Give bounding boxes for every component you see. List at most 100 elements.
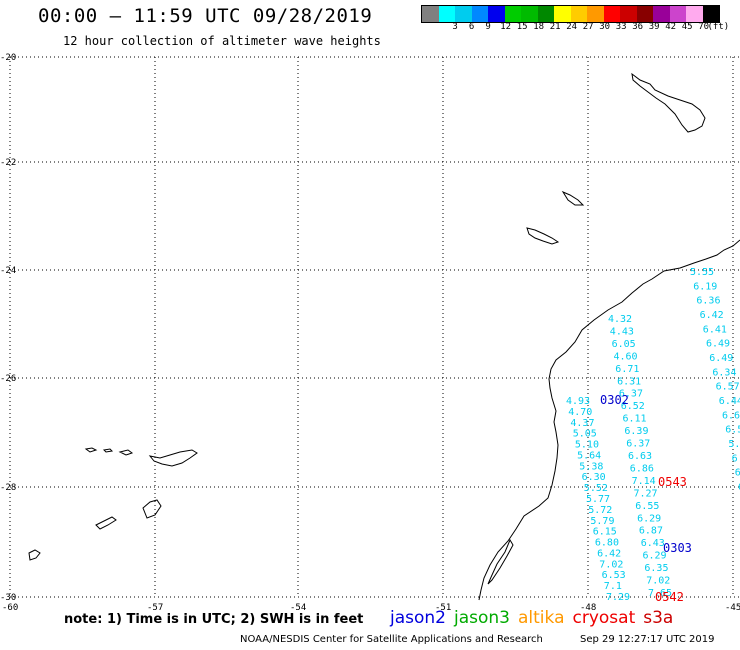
scale-swatch [504,6,521,22]
track-c-value: 5.10 [575,440,599,451]
lat-label: -24 [0,266,16,276]
track-a-value: 6. [732,453,740,464]
track-c-value: 4.93 [566,396,590,407]
lon-label: -57 [147,603,163,613]
track-a-value: 6. [738,482,740,493]
lagoon-patos [487,538,514,585]
lat-label: -20 [0,53,16,63]
track-c-value: 6.42 [597,548,621,559]
scale-label: 9 [485,22,491,32]
track-a-value: 6.49 [706,339,730,350]
scale-swatch [554,6,571,22]
pass-labels: 0302 0543 0303 0542 [600,393,692,604]
track-b-value: 6.35 [644,563,668,574]
track-c-value: 5.77 [586,494,610,505]
credit-text: NOAA/NESDIS Center for Satellite Applica… [240,634,543,645]
track-b-value: 7.27 [634,488,658,499]
track-b-value: 6.29 [643,551,667,562]
track-b-value: 7.14 [632,476,656,487]
scale-label: 36 [632,22,644,32]
track-b-value: 4.43 [610,327,634,338]
scale-label: 24 [566,22,578,32]
lon-label: -54 [290,603,306,613]
scale-label: 3 [452,22,458,32]
track-b-value: 6.05 [612,339,636,350]
generation-timestamp: Sep 29 12:27:17 UTC 2019 [580,634,715,645]
track-a-value: 6.19 [693,281,717,292]
track-b-value: 6.11 [623,414,647,425]
satellite-legend-cryosat: cryosat [572,608,636,628]
scale-label: 33 [615,22,627,32]
track-a-value: 6.36 [696,296,720,307]
satellite-legend-altika: altika [518,608,565,628]
scale-label: 15 [516,22,528,32]
track-a-value: 6. [735,468,740,479]
scale-label: 21 [549,22,561,32]
track-b-value: 6.55 [635,501,659,512]
island-trindade [631,72,706,133]
islands-west-3 [95,516,117,530]
track-a-value: 6.55 [725,425,740,436]
scale-label: 70 [698,22,710,32]
track-a-value: 6.64 [722,410,740,421]
scale-swatch [702,6,719,22]
satellite-legend-jason3: jason3 [454,608,510,628]
track-b-value: 6.37 [619,389,643,400]
map-title: 00:00 – 11:59 UTC 09/28/2019 [38,5,373,27]
lon-label: -45 [725,603,740,613]
axis-labels: -20 -22 -24 -26 -28 -60 -57 -54 -51 -48 -45 -30 [0,53,740,613]
scale-swatch [669,6,686,22]
color-scale-bar [421,5,720,23]
pass-time-label: 0543 [658,475,687,489]
lat-label: -26 [0,374,16,384]
scale-swatch [438,6,455,22]
track-a-value: 6.42 [700,310,724,321]
lat-label: -28 [0,483,16,493]
track-c-value: 5.64 [577,450,601,461]
scale-swatch [587,6,604,22]
track-a-value: 6.41 [703,324,727,335]
lon-label: -48 [580,603,596,613]
lat-label: -30 [0,593,16,603]
islands-west-2 [142,499,162,519]
note-text: note: 1) Time is in UTC; 2) SWH is in fe… [64,612,364,627]
track-a-value: 6.57 [716,382,740,393]
track-c-value: 5.79 [590,516,614,527]
track-b-value: 6.86 [630,464,654,475]
track-b-value: 6.43 [641,538,665,549]
track-c-value: 5.05 [573,429,597,440]
brazil-coastline [478,239,740,601]
scale-swatch [570,6,587,22]
scale-label: 12 [500,22,512,32]
scale-label: 39 [648,22,660,32]
scale-label: 30 [599,22,611,32]
map-subtitle: 12 hour collection of altimeter wave hei… [63,34,381,48]
satellite-legend-jason2: jason2 [390,608,446,628]
track-c-value: 5.52 [584,483,608,494]
track-b-value: 7.65 [648,588,672,599]
track-b-value: 6.63 [628,451,652,462]
track-b-value: 6.71 [615,364,639,375]
scale-label: 6 [468,22,475,32]
track-b-value: 6.31 [617,376,641,387]
swh-tracks: 5.55 6.19 6.36 6.42 6.41 6.49 6.49 6.34 6.57 6.44… [566,267,740,603]
color-scale-labels: 3 6 9 12 15 18 21 24 27 30 33 36 39 42 45 70 (ft) [421,22,740,34]
track-b-value: 6.87 [639,526,663,537]
lon-label: -60 [2,603,18,613]
track-b-value: 6.29 [637,513,661,524]
track-c-value: 7.29 [606,592,630,603]
satellite-legend: jason2 jason3 altika cryosat s3a [390,608,673,628]
islands-west-1 [148,449,198,467]
satellite-legend-s3a: s3a [643,608,674,628]
lat-lon-grid [9,56,740,598]
scale-swatch [620,6,637,22]
scale-swatch [471,6,488,22]
track-c-value: 6.53 [602,570,626,581]
track-b-value: 4.32 [608,314,632,325]
island-east-group [561,190,585,206]
track-c-value: 4.70 [568,407,592,418]
lat-label: -22 [0,158,16,168]
scale-swatch [653,6,670,22]
scale-swatch [455,6,472,22]
track-b-value: 6.52 [621,401,645,412]
